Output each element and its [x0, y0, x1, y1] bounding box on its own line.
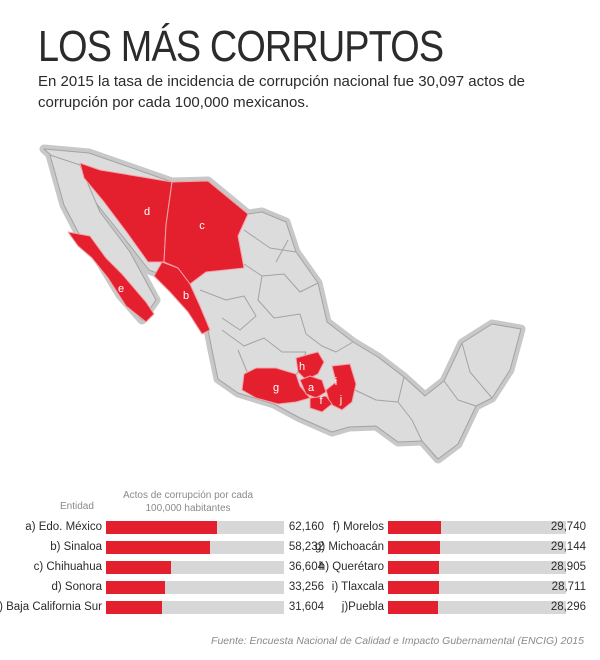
chart-title: LOS MÁS CORRUPTOS [38, 22, 444, 71]
map-state-h [295, 351, 325, 381]
bar-label: e) Baja California Sur [0, 601, 102, 613]
bar-value-label: 31,604 [288, 601, 324, 613]
bar-label: d) Sonora [51, 581, 102, 593]
bar-row: g) Michoacán 29,144 [0, 540, 600, 554]
bar-track [106, 581, 284, 594]
bar-value-label: 28,711 [551, 581, 586, 593]
map-label-f: f [319, 395, 323, 407]
map-label-d: d [144, 206, 150, 218]
bar-row: j)Puebla 28,296 [0, 600, 600, 614]
bar-track [388, 601, 566, 614]
map-label-a: a [308, 382, 315, 394]
bar [106, 541, 210, 554]
bar-label: a) Edo. México [25, 521, 102, 533]
bar [388, 561, 440, 574]
bar-label: j)Puebla [341, 601, 384, 613]
bar-row: h) Querétaro 28,905 [0, 560, 600, 574]
bar [106, 521, 217, 534]
bar-track [388, 521, 566, 534]
map-state-d [79, 162, 173, 263]
source-note: Fuente: Encuesta Nacional de Calidad e I… [211, 635, 584, 647]
map-highlighted-states [67, 162, 357, 413]
map-state-f [309, 395, 333, 413]
map-label-e: e [118, 283, 124, 295]
bar [106, 581, 166, 594]
column-header-value: Actos de corrupción por cada 100,000 hab… [122, 490, 254, 514]
bar [106, 561, 172, 574]
bar-value-label: 58,232 [288, 541, 324, 553]
chart-subtitle: En 2015 la tasa de incidencia de corrupc… [38, 73, 526, 111]
bar-label: g) Michoacán [314, 541, 384, 553]
map-state-e [67, 231, 155, 323]
bar-label: h) Querétaro [318, 561, 384, 573]
mexico-map: d c b e g h a i j f [39, 144, 526, 464]
map-label-h: h [299, 361, 305, 373]
map-label-g: g [273, 382, 279, 394]
bar-row: b) Sinaloa 58,232 [0, 540, 600, 554]
bar-label: i) Tlaxcala [331, 581, 384, 593]
column-header-entity: Entidad [60, 501, 94, 512]
bar-value-label: 29,740 [550, 521, 586, 533]
bar-track [106, 521, 284, 534]
map-state-c [163, 180, 249, 285]
bar [388, 541, 440, 554]
bar-track [106, 561, 284, 574]
map-state-b [153, 261, 211, 335]
bar-row: c) Chihuahua 36,604 [0, 560, 600, 574]
bar-track [388, 561, 566, 574]
bar-label: f) Morelos [332, 521, 384, 533]
bar [388, 521, 441, 534]
bar [388, 601, 439, 614]
bar-row: f) Morelos 29,740 [0, 520, 600, 534]
bar [388, 581, 440, 594]
bar-value-label: 28,296 [550, 601, 586, 613]
map-label-b: b [183, 290, 189, 302]
bar-row: a) Edo. México 62,160 [0, 520, 600, 534]
bar-value-label: 62,160 [288, 521, 324, 533]
bar-row: i) Tlaxcala 28,711 [0, 580, 600, 594]
bar-label: b) Sinaloa [50, 541, 102, 553]
bar-label: c) Chihuahua [33, 561, 102, 573]
bar-value-label: 29,144 [550, 541, 586, 553]
bar-track [388, 541, 566, 554]
bar-track [106, 601, 284, 614]
map-label-i: i [335, 376, 337, 388]
bar-row: e) Baja California Sur 31,604 [0, 600, 600, 614]
bar-track [106, 541, 284, 554]
bar [106, 601, 163, 614]
map-state-j [325, 363, 357, 411]
bar-value-label: 28,905 [550, 561, 586, 573]
bar-row: d) Sonora 33,256 [0, 580, 600, 594]
bar-value-label: 36,604 [288, 561, 324, 573]
map-label-c: c [199, 220, 205, 232]
bar-value-label: 33,256 [288, 581, 324, 593]
map-state-a [299, 375, 327, 399]
map-label-j: j [339, 394, 342, 406]
bar-track [388, 581, 566, 594]
